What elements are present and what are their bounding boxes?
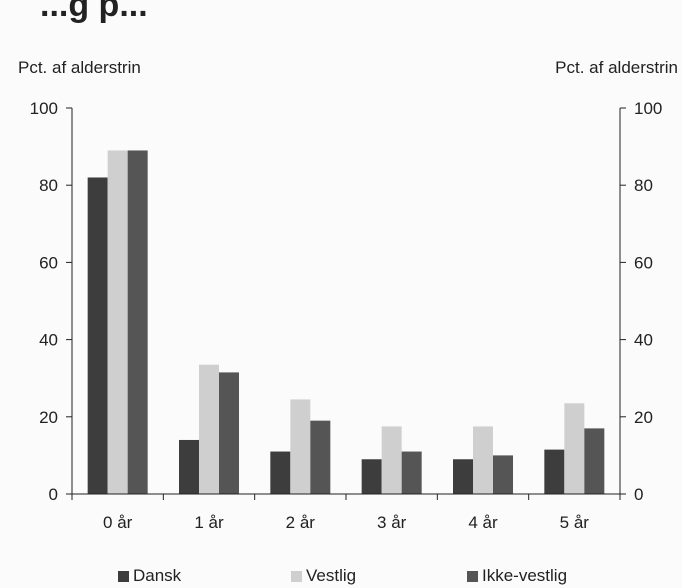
bar-vestlig-3 bbox=[381, 426, 402, 494]
bar-chart: 0 0 20 20 40 40 60 60 80 80 100 100 0 år 1 år 2 år 3 år… bbox=[30, 99, 663, 532]
x-tick-label-1: 1 år bbox=[194, 513, 224, 532]
y-tick-label-right-100: 100 bbox=[634, 99, 662, 118]
bar-ikke-vestlig-4 bbox=[493, 455, 513, 494]
chart-title-fragment: ...g p... bbox=[40, 0, 148, 24]
y-axis-label-left: Pct. af alderstrin bbox=[18, 58, 141, 77]
y-tick-label-right-0: 0 bbox=[634, 485, 643, 504]
x-tick-label-0: 0 år bbox=[103, 513, 133, 532]
legend-swatch-dansk bbox=[118, 570, 129, 582]
legend-item-ikke-vestlig: Ikke-vestlig bbox=[467, 566, 567, 586]
bar-dansk-1 bbox=[179, 439, 199, 494]
bar-vestlig-4 bbox=[473, 426, 493, 494]
y-tick-label-right-40: 40 bbox=[634, 331, 653, 350]
bar-ikke-vestlig-2 bbox=[310, 420, 331, 494]
legend-swatch-vestlig bbox=[291, 570, 302, 582]
bar-ikke-vestlig-3 bbox=[401, 451, 422, 494]
legend-label-vestlig: Vestlig bbox=[306, 566, 357, 585]
bar-dansk-2 bbox=[270, 451, 291, 494]
chart-legend: Dansk Vestlig Ikke-vestlig bbox=[0, 566, 682, 588]
bar-dansk-3 bbox=[361, 459, 382, 494]
y-tick-label-left-20: 20 bbox=[39, 408, 58, 427]
bar-ikke-vestlig-0 bbox=[127, 150, 148, 494]
y-tick-label-left-100: 100 bbox=[30, 99, 58, 118]
bar-ikke-vestlig-1 bbox=[219, 372, 239, 494]
y-tick-label-left-80: 80 bbox=[39, 176, 58, 195]
bar-vestlig-5 bbox=[564, 403, 585, 494]
x-tick-label-4: 4 år bbox=[468, 513, 498, 532]
legend-item-dansk: Dansk bbox=[118, 566, 181, 586]
y-tick-label-right-20: 20 bbox=[634, 408, 653, 427]
bar-vestlig-1 bbox=[199, 364, 219, 494]
y-tick-label-right-60: 60 bbox=[634, 253, 653, 272]
y-tick-label-left-40: 40 bbox=[39, 331, 58, 350]
y-tick-label-left-60: 60 bbox=[39, 253, 58, 272]
x-tick-label-3: 3 år bbox=[377, 513, 407, 532]
y-tick-label-right-80: 80 bbox=[634, 176, 653, 195]
y-axis-label-right: Pct. af alderstrin bbox=[555, 58, 678, 77]
bar-dansk-4 bbox=[453, 459, 473, 494]
bar-dansk-5 bbox=[544, 449, 565, 494]
bar-ikke-vestlig-5 bbox=[584, 428, 605, 494]
legend-item-vestlig: Vestlig bbox=[291, 566, 356, 586]
bar-vestlig-0 bbox=[107, 150, 128, 494]
legend-swatch-ikke-vestlig bbox=[467, 570, 478, 582]
legend-label-dansk: Dansk bbox=[133, 566, 182, 585]
bar-dansk-0 bbox=[87, 177, 108, 495]
x-tick-label-2: 2 år bbox=[286, 513, 316, 532]
x-tick-label-5: 5 år bbox=[560, 513, 590, 532]
legend-label-ikke-vestlig: Ikke-vestlig bbox=[482, 566, 568, 585]
bar-vestlig-2 bbox=[290, 399, 311, 494]
y-tick-label-left-0: 0 bbox=[49, 485, 58, 504]
